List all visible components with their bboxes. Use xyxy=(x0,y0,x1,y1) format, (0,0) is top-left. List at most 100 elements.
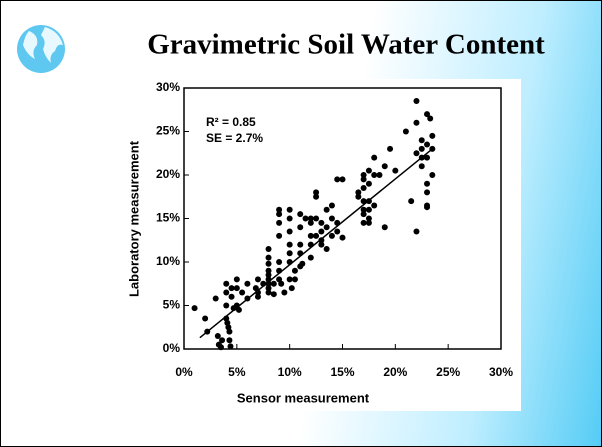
point xyxy=(239,289,246,296)
point xyxy=(244,280,251,287)
point xyxy=(413,150,420,157)
point xyxy=(413,228,420,235)
point xyxy=(286,206,293,213)
x-tick-label: 0% xyxy=(175,365,193,379)
point xyxy=(413,98,420,105)
point xyxy=(260,280,267,287)
point xyxy=(381,163,388,170)
point xyxy=(297,250,304,257)
point xyxy=(334,176,341,183)
globe-icon xyxy=(17,25,65,73)
point xyxy=(227,343,234,350)
point xyxy=(223,302,230,309)
annotation: SE = 2.7% xyxy=(206,131,263,145)
point xyxy=(265,267,272,274)
point xyxy=(365,180,372,187)
point xyxy=(360,185,367,192)
slide-title: Gravimetric Soil Water Content xyxy=(147,29,545,61)
point xyxy=(297,224,304,231)
point xyxy=(365,206,372,213)
point xyxy=(328,232,335,239)
point xyxy=(223,289,230,296)
point xyxy=(214,332,221,339)
annotation: R² = 0.85 xyxy=(206,115,256,129)
point xyxy=(360,219,367,226)
point xyxy=(313,189,320,196)
point xyxy=(318,241,325,248)
point xyxy=(318,219,325,226)
point xyxy=(276,232,283,239)
point xyxy=(265,276,272,283)
point xyxy=(228,293,235,300)
point xyxy=(328,215,335,222)
point xyxy=(323,245,330,252)
point xyxy=(365,215,372,222)
point xyxy=(418,145,425,152)
point xyxy=(276,259,283,265)
point xyxy=(381,224,388,231)
point xyxy=(413,119,420,126)
point xyxy=(313,232,320,239)
y-tick-label: 0% xyxy=(163,341,181,355)
point xyxy=(334,219,341,226)
x-tick-label: 30% xyxy=(489,365,513,379)
point xyxy=(278,280,285,287)
point xyxy=(265,272,272,279)
point xyxy=(424,141,431,148)
point xyxy=(254,289,261,296)
point xyxy=(424,154,431,161)
point xyxy=(424,180,431,187)
point xyxy=(235,306,242,313)
y-tick-label: 20% xyxy=(156,167,180,181)
point xyxy=(286,259,293,265)
y-tick-label: 15% xyxy=(156,211,180,225)
x-tick-label: 5% xyxy=(228,365,246,379)
point xyxy=(313,215,320,222)
y-tick-label: 5% xyxy=(163,298,181,312)
point xyxy=(233,276,240,283)
point xyxy=(228,285,235,292)
point xyxy=(291,276,298,283)
land xyxy=(41,27,63,63)
point xyxy=(376,172,383,178)
point xyxy=(328,202,335,209)
point xyxy=(254,276,261,283)
point xyxy=(323,224,330,231)
point xyxy=(307,241,314,248)
point xyxy=(288,285,295,292)
point xyxy=(223,280,230,287)
point xyxy=(360,211,367,218)
y-tick-label: 25% xyxy=(156,124,180,138)
point xyxy=(360,176,367,183)
point xyxy=(355,189,362,196)
point xyxy=(270,291,277,298)
point xyxy=(265,280,272,287)
point xyxy=(265,285,272,292)
land xyxy=(23,31,38,59)
point xyxy=(339,176,346,183)
point xyxy=(429,145,436,152)
point xyxy=(334,228,341,235)
point xyxy=(365,219,372,226)
point xyxy=(265,260,272,267)
point xyxy=(244,295,251,302)
point xyxy=(318,237,325,244)
point xyxy=(418,154,425,161)
globe xyxy=(17,25,65,73)
point xyxy=(276,267,283,274)
point xyxy=(202,315,209,322)
point xyxy=(286,215,293,222)
x-tick-label: 10% xyxy=(278,365,302,379)
point xyxy=(286,250,293,257)
point xyxy=(299,260,306,267)
point xyxy=(360,172,367,178)
point xyxy=(297,241,304,248)
point xyxy=(424,111,431,118)
point xyxy=(355,193,362,200)
point xyxy=(360,206,367,213)
point xyxy=(307,219,314,226)
point xyxy=(365,167,372,174)
x-tick-label: 20% xyxy=(383,365,407,379)
